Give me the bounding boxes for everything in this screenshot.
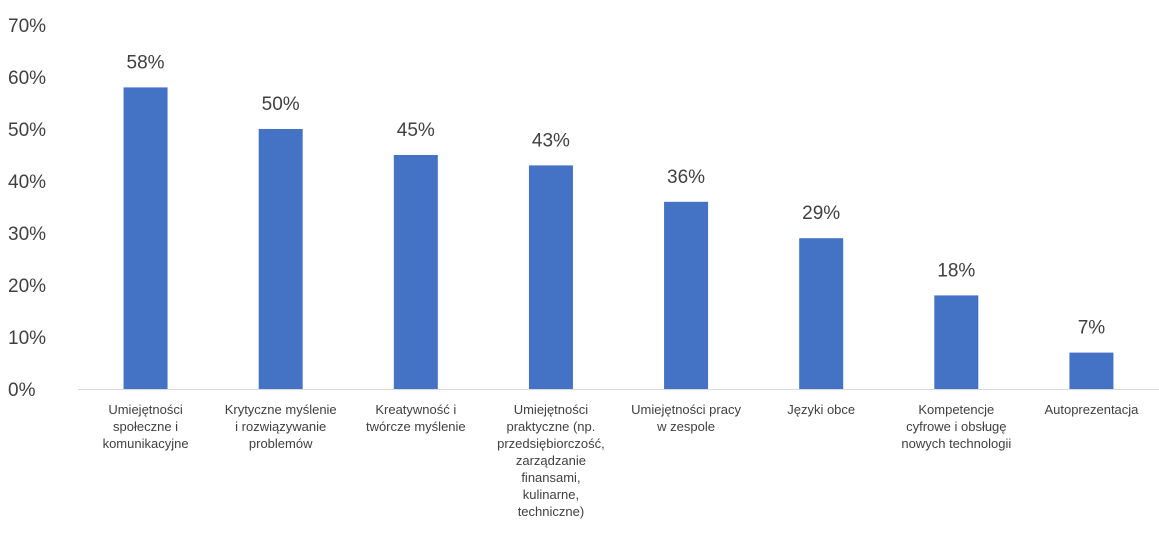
data-label: 45% — [397, 120, 435, 141]
y-tick-label: 70% — [8, 16, 46, 37]
category-label: Języki obce — [787, 402, 855, 417]
bar — [123, 87, 168, 390]
y-tick-label: 0% — [8, 380, 36, 401]
y-axis-ticks: 0% 10% 20% 30% 40% 50% 60% 70% — [8, 16, 46, 401]
y-tick-label: 40% — [8, 172, 46, 193]
category-label: Umiejętności społeczne i komunikacyjne — [103, 402, 189, 451]
data-label: 29% — [802, 203, 840, 224]
data-label: 7% — [1078, 318, 1106, 339]
bar — [799, 238, 844, 389]
category-label: Autoprezentacja — [1044, 402, 1139, 417]
data-label: 43% — [532, 130, 570, 151]
y-tick-label: 30% — [8, 224, 46, 245]
data-label: 58% — [127, 52, 165, 73]
category-label: Kompetencje cyfrowe i obsługę nowych techn… — [901, 402, 1011, 451]
category-label: Kreatywność i twórcze myślenie — [366, 402, 466, 434]
bar — [934, 295, 979, 389]
bars-group — [123, 87, 1114, 390]
bar — [528, 165, 573, 389]
data-label: 36% — [667, 167, 705, 188]
bar — [664, 201, 709, 389]
data-label: 18% — [937, 260, 975, 281]
category-label: Umiejętności praktyczne (np. przedsiębiorc… — [497, 402, 605, 519]
y-tick-label: 50% — [8, 120, 46, 141]
y-tick-label: 10% — [8, 328, 46, 349]
bar — [1069, 352, 1114, 389]
bar — [258, 129, 303, 389]
data-labels-group: 58% 50% 45% 43% 36% 29% 18% 7% — [127, 52, 1106, 338]
y-tick-label: 20% — [8, 276, 46, 297]
bar — [393, 155, 438, 389]
data-label: 50% — [262, 94, 300, 115]
category-label: Krytyczne myślenie i rozwiązywanie problem… — [225, 402, 337, 451]
category-labels-group: Umiejętności społeczne i komunikacyjne Kryt… — [103, 402, 1140, 519]
y-tick-label: 60% — [8, 68, 46, 89]
category-label: Umiejętności pracy w zespole — [631, 402, 741, 434]
